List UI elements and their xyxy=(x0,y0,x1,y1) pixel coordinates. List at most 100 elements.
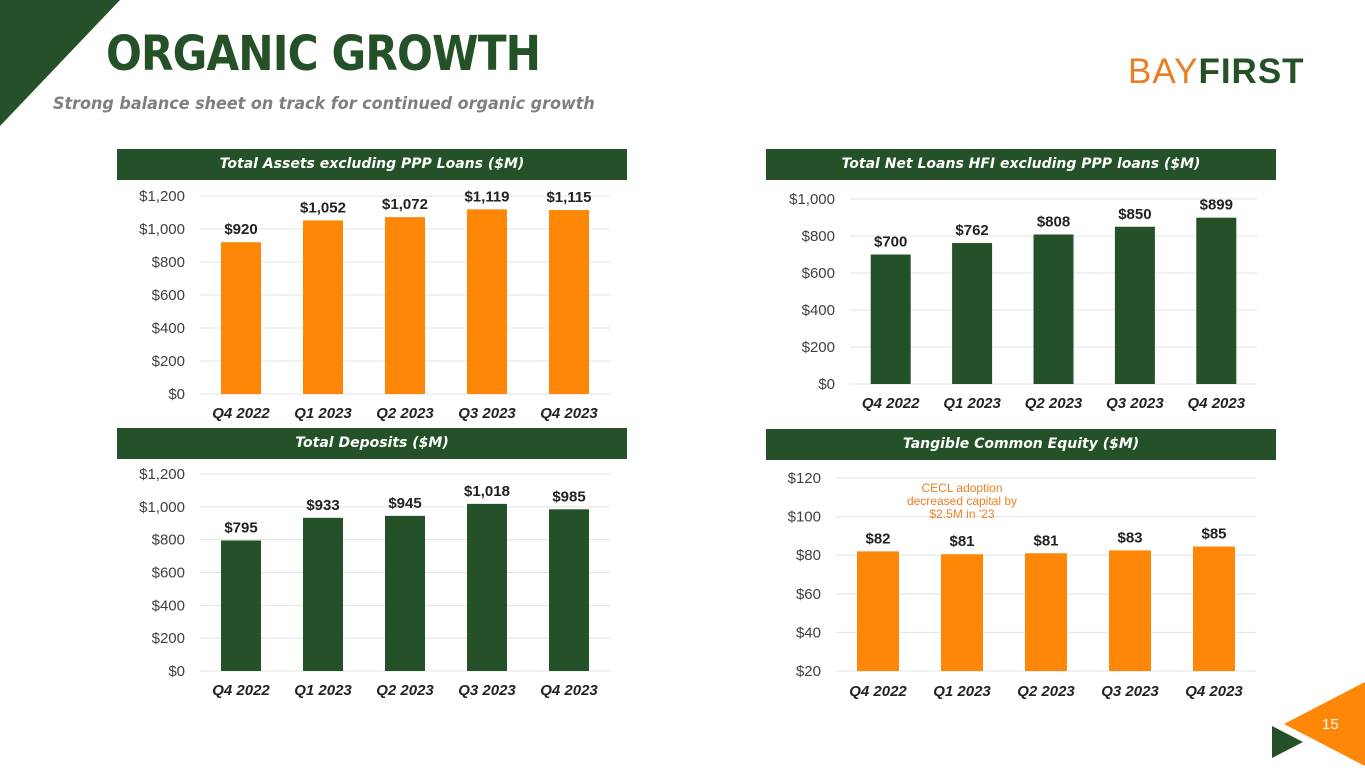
bar-q3-2023 xyxy=(467,503,507,671)
cecl-annotation-line: decreased capital by xyxy=(907,494,1017,508)
x-category-label: Q1 2023 xyxy=(294,405,352,422)
bar-q4-2022 xyxy=(221,242,261,394)
data-label: $985 xyxy=(552,488,585,505)
x-category-label: Q2 2023 xyxy=(376,682,434,699)
assets-chart-title: Total Assets excluding PPP Loans ($M) xyxy=(117,149,627,180)
y-tick-label: $0 xyxy=(168,663,185,680)
y-tick-label: $600 xyxy=(802,265,835,282)
bar-q4-2023 xyxy=(549,509,589,671)
y-tick-label: $1,000 xyxy=(139,499,185,516)
data-label: $82 xyxy=(865,530,890,547)
loans-bar-chart: $0 $200 $400 $600 $800 $1,000 $700 Q4 2022 $762 Q… xyxy=(789,191,1257,412)
bar-q3-2023 xyxy=(467,209,507,394)
x-category-label: Q4 2022 xyxy=(212,682,270,699)
y-tick-label: $200 xyxy=(802,339,835,356)
y-tick-label: $400 xyxy=(152,320,185,337)
y-tick-label: $400 xyxy=(152,597,185,614)
y-tick-label: $200 xyxy=(152,353,185,370)
x-category-label: Q4 2023 xyxy=(540,405,598,422)
data-label: $1,115 xyxy=(546,189,591,206)
y-tick-label: $600 xyxy=(152,565,185,582)
bar-q4-2022 xyxy=(221,540,261,671)
bayfirst-logo: BAYFIRST xyxy=(1128,52,1305,92)
x-category-label: Q2 2023 xyxy=(1025,395,1083,412)
data-label: $933 xyxy=(306,497,339,514)
page-title: ORGANIC GROWTH xyxy=(106,26,541,82)
bar-q2-2023 xyxy=(1033,234,1074,384)
equity-bar-chart: $20 $40 $60 $80 $100 $120 $82 Q4 2022 $81 Q1 2023… xyxy=(788,470,1256,700)
y-tick-label: $80 xyxy=(796,547,821,564)
page-number: 15 xyxy=(1322,716,1339,733)
deposits-bar-chart: $0 $200 $400 $600 $800 $1,000 $1,200 $795 Q4 202… xyxy=(139,466,610,699)
y-tick-label: $400 xyxy=(802,302,835,319)
logo-text-first: FIRST xyxy=(1198,52,1305,91)
y-tick-label: $1,200 xyxy=(139,466,185,483)
y-tick-label: $800 xyxy=(152,532,185,549)
y-tick-label: $800 xyxy=(802,228,835,245)
x-category-label: Q4 2022 xyxy=(849,683,907,700)
bar-q1-2023 xyxy=(941,554,983,671)
bar-q1-2023 xyxy=(303,220,343,394)
y-tick-label: $20 xyxy=(796,663,821,680)
bar-q4-2023 xyxy=(549,210,589,394)
x-category-label: Q4 2022 xyxy=(862,395,920,412)
equity-chart-title: Tangible Common Equity ($M) xyxy=(766,429,1276,460)
y-tick-label: $0 xyxy=(168,386,185,403)
bar-q2-2023 xyxy=(385,515,425,671)
x-category-label: Q4 2023 xyxy=(540,682,598,699)
data-label: $808 xyxy=(1037,214,1070,231)
y-tick-label: $800 xyxy=(152,254,185,271)
data-label: $1,072 xyxy=(382,196,428,213)
data-label: $85 xyxy=(1201,526,1226,543)
data-label: $850 xyxy=(1118,206,1151,223)
x-category-label: Q1 2023 xyxy=(943,395,1001,412)
bar-q2-2023 xyxy=(1025,553,1067,671)
x-category-label: Q3 2023 xyxy=(1106,395,1164,412)
assets-bar-chart: $0 $200 $400 $600 $800 $1,000 $1,200 $920 Q4 202… xyxy=(139,188,610,422)
data-label: $795 xyxy=(224,519,257,536)
bar-q3-2023 xyxy=(1114,226,1155,384)
data-label: $945 xyxy=(388,495,421,512)
bar-q4-2023 xyxy=(1193,546,1235,671)
data-label: $1,018 xyxy=(464,483,510,500)
x-category-label: Q4 2023 xyxy=(1185,683,1243,700)
y-tick-label: $1,200 xyxy=(139,188,185,205)
data-label: $83 xyxy=(1117,529,1142,546)
bar-q4-2022 xyxy=(857,551,899,671)
page-subtitle: Strong balance sheet on track for contin… xyxy=(53,94,595,114)
bar-q4-2023 xyxy=(1196,217,1237,384)
data-label: $81 xyxy=(949,533,974,550)
bar-q1-2023 xyxy=(952,243,993,384)
y-tick-label: $200 xyxy=(152,630,185,647)
data-label: $920 xyxy=(224,221,257,238)
y-tick-label: $60 xyxy=(796,586,821,603)
y-tick-label: $0 xyxy=(818,376,835,393)
x-category-label: Q4 2022 xyxy=(212,405,270,422)
bar-q1-2023 xyxy=(303,517,343,671)
y-tick-label: $1,000 xyxy=(139,221,185,238)
bar-q4-2022 xyxy=(870,254,911,384)
data-label: $899 xyxy=(1200,197,1233,214)
corner-decoration xyxy=(0,0,120,126)
y-tick-label: $100 xyxy=(788,509,821,526)
loans-chart-title: Total Net Loans HFI excluding PPP loans … xyxy=(766,149,1276,180)
logo-text-bay: BAY xyxy=(1128,52,1199,91)
bar-q3-2023 xyxy=(1109,550,1151,671)
cecl-annotation-line: $2.5M in '23 xyxy=(930,507,995,521)
x-category-label: Q1 2023 xyxy=(294,682,352,699)
y-tick-label: $600 xyxy=(152,287,185,304)
y-tick-label: $1,000 xyxy=(789,191,835,208)
data-label: $1,052 xyxy=(300,199,346,216)
x-category-label: Q2 2023 xyxy=(376,405,434,422)
x-category-label: Q4 2023 xyxy=(1188,395,1246,412)
x-category-label: Q3 2023 xyxy=(1101,683,1159,700)
y-tick-label: $40 xyxy=(796,624,821,641)
x-category-label: Q2 2023 xyxy=(1017,683,1075,700)
y-tick-label: $120 xyxy=(788,470,821,487)
cecl-annotation-line: CECL adoption xyxy=(922,481,1003,495)
data-label: $700 xyxy=(874,234,907,251)
x-category-label: Q1 2023 xyxy=(933,683,991,700)
data-label: $81 xyxy=(1033,532,1058,549)
data-label: $1,119 xyxy=(464,188,509,205)
data-label: $762 xyxy=(955,222,988,239)
